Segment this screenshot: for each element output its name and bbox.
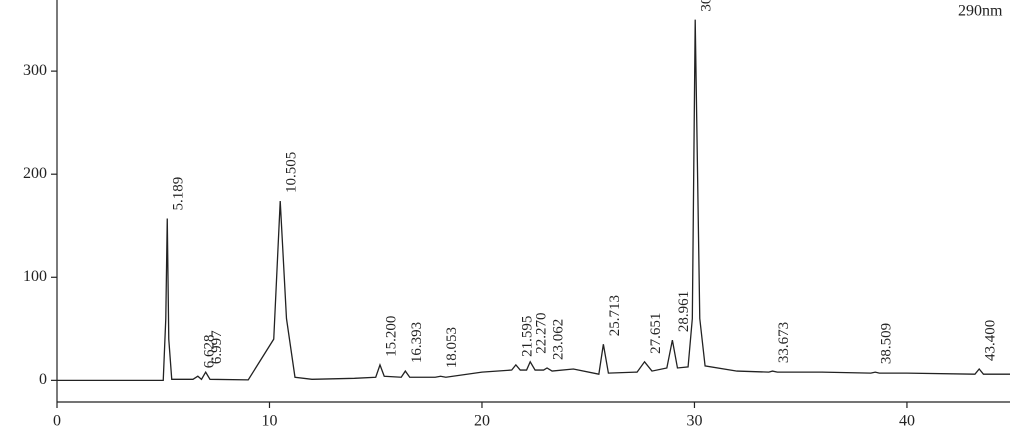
peak-label: 38.509 [879, 323, 895, 364]
peak-label: 22.270 [534, 313, 550, 354]
peak-label: 5.189 [171, 177, 187, 211]
peak-label: 6.997 [209, 330, 225, 364]
peak-label: 16.393 [409, 322, 425, 363]
peak-label: 27.651 [648, 313, 664, 354]
peak-label: 6.628 [201, 334, 217, 368]
x-tick-label: 10 [261, 413, 277, 430]
peak-label: 30.035 [699, 0, 715, 12]
peak-label: 33.673 [776, 322, 792, 363]
trace [57, 19, 1010, 381]
y-tick-label: 300 [23, 62, 47, 79]
peak-label: 28.961 [676, 291, 692, 332]
x-tick-label: 20 [474, 413, 490, 430]
peak-label: 15.200 [383, 316, 399, 357]
peak-label: 25.713 [607, 295, 623, 336]
peak-label: 21.595 [519, 316, 535, 357]
chart-title: 290nm [958, 3, 1003, 20]
y-tick-label: 100 [23, 268, 47, 285]
peak-label: 23.062 [550, 319, 566, 360]
y-tick-label: 200 [23, 165, 47, 182]
y-tick-label: 0 [39, 371, 47, 388]
peak-label: 10.505 [284, 152, 300, 193]
peak-label: 43.400 [983, 320, 999, 361]
x-tick-label: 0 [53, 413, 61, 430]
x-tick-label: 30 [686, 413, 702, 430]
peak-label: 18.053 [444, 327, 460, 368]
x-tick-label: 40 [899, 413, 915, 430]
